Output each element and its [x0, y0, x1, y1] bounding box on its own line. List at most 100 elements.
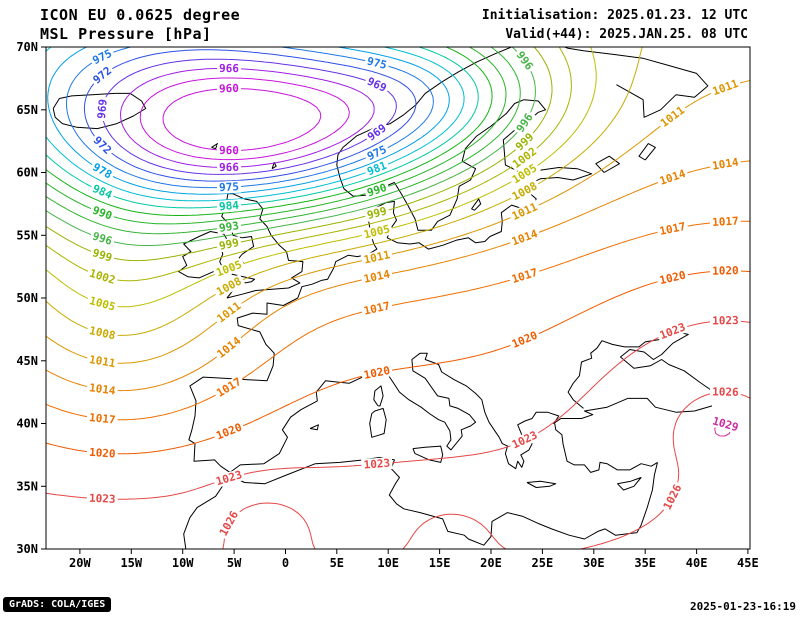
isobar-label: 990 [88, 203, 116, 223]
isobar-label: 1008 [85, 324, 119, 342]
svg-text:1023: 1023 [89, 492, 116, 506]
svg-text:1014: 1014 [363, 268, 392, 286]
isobar-label: 1014 [709, 155, 742, 173]
init-time: Initialisation: 2025.01.23. 12 UTC [481, 8, 748, 23]
isobar-label: 1026 [216, 507, 242, 540]
svg-text:1023: 1023 [214, 468, 243, 488]
isobar-label: 999 [216, 236, 243, 253]
svg-text:1017: 1017 [363, 299, 392, 317]
coastline [471, 198, 482, 211]
svg-text:1005: 1005 [362, 222, 391, 241]
isobar-label: 1005 [360, 222, 394, 242]
svg-text:1023: 1023 [363, 457, 390, 472]
isobar-996 [46, 47, 536, 246]
isobar-label: 969 [95, 96, 110, 122]
isobar-label: 1014 [508, 226, 542, 249]
isobar-label: 1023 [709, 314, 741, 328]
lon-tick-label: 10W [172, 556, 194, 570]
svg-text:1017: 1017 [658, 220, 687, 238]
isobar-label: 996 [89, 229, 116, 249]
coastline [211, 143, 219, 150]
isobar-1020 [46, 270, 750, 455]
svg-text:984: 984 [219, 199, 240, 214]
isobar-label: 1014 [86, 381, 119, 398]
lon-tick-label: 15E [429, 556, 451, 570]
lon-tick-label: 40E [686, 556, 708, 570]
isobar-label: 1017 [656, 220, 689, 238]
isobar-972 [83, 49, 417, 182]
svg-text:1008: 1008 [88, 324, 117, 342]
valid-time: Valid(+44): 2025.JAN.25. 08 UTC [505, 27, 748, 42]
coastline [554, 423, 658, 473]
svg-text:1017: 1017 [88, 411, 116, 427]
isobar-label: 1011 [508, 199, 542, 224]
isobar-963 [139, 77, 350, 161]
svg-text:1017: 1017 [510, 266, 539, 286]
svg-text:975: 975 [219, 180, 239, 194]
isobar-label: 1011 [213, 298, 245, 327]
isobar-label: 1023 [86, 492, 118, 506]
isobar-label: 966 [216, 62, 242, 75]
svg-text:1023: 1023 [658, 320, 687, 342]
coastline [563, 47, 709, 118]
coastline [271, 162, 277, 170]
svg-text:1005: 1005 [88, 294, 117, 314]
coastline [595, 155, 620, 173]
svg-text:975: 975 [366, 55, 388, 72]
lon-tick-label: 0 [282, 556, 289, 570]
isobar-label: 975 [88, 47, 116, 68]
isobar-label: 1014 [656, 166, 690, 188]
lon-tick-label: 45E [737, 556, 759, 570]
svg-text:1014: 1014 [711, 155, 740, 172]
lat-tick-label: 70N [16, 40, 38, 54]
coastline [617, 477, 642, 491]
lon-tick-label: 15W [120, 556, 142, 570]
lat-tick-label: 35N [16, 479, 38, 493]
lat-tick-label: 30N [16, 542, 38, 556]
isobar-label: 1014 [213, 333, 245, 362]
svg-text:1020: 1020 [363, 364, 392, 382]
isobar-1014 [46, 160, 750, 392]
isobar-label: 1020 [360, 364, 394, 382]
isobar-label: 969 [363, 74, 391, 96]
coastline [309, 424, 319, 431]
lon-tick-label: 25E [532, 556, 554, 570]
svg-text:999: 999 [366, 204, 389, 222]
isobar-label: 999 [363, 204, 391, 223]
grads-brand-badge: GrADS: COLA/IGES [3, 597, 112, 612]
isobar-label: 984 [216, 199, 242, 214]
svg-text:999: 999 [218, 236, 240, 253]
isobar-label: 990 [363, 180, 391, 200]
svg-text:966: 966 [219, 161, 239, 174]
lat-tick-label: 55N [16, 228, 38, 242]
svg-text:1020: 1020 [510, 329, 539, 351]
isobar-label: 1017 [360, 299, 394, 318]
isobar-label: 1020 [656, 268, 689, 288]
coastline [526, 480, 557, 488]
map-frame [45, 46, 751, 550]
isobar-label: 1002 [85, 266, 119, 288]
coastline [229, 352, 713, 473]
svg-text:969: 969 [95, 98, 110, 119]
isobar-label: 1011 [86, 353, 119, 370]
svg-text:1011: 1011 [711, 77, 741, 98]
isobar-label: 1023 [361, 457, 393, 472]
lon-tick-label: 5W [227, 556, 242, 570]
svg-text:1023: 1023 [510, 428, 540, 451]
isobar-1011 [46, 80, 750, 364]
svg-text:1020: 1020 [712, 264, 739, 278]
lat-tick-label: 45N [16, 354, 38, 368]
isobar-990 [46, 47, 507, 225]
isobar-label: 1017 [508, 265, 542, 287]
isobar-975 [66, 47, 434, 189]
coastline [638, 143, 656, 161]
isobar-label: 975 [216, 180, 242, 194]
svg-text:996: 996 [91, 229, 114, 248]
isobar-label: 966 [216, 161, 242, 174]
isobar-label: 1017 [709, 215, 742, 229]
isobar-label: 978 [88, 159, 116, 183]
lat-tick-label: 50N [16, 291, 38, 305]
svg-text:1020: 1020 [89, 446, 116, 461]
svg-text:1020: 1020 [658, 268, 687, 287]
creation-timestamp: 2025-01-23-16:19 [690, 600, 796, 613]
